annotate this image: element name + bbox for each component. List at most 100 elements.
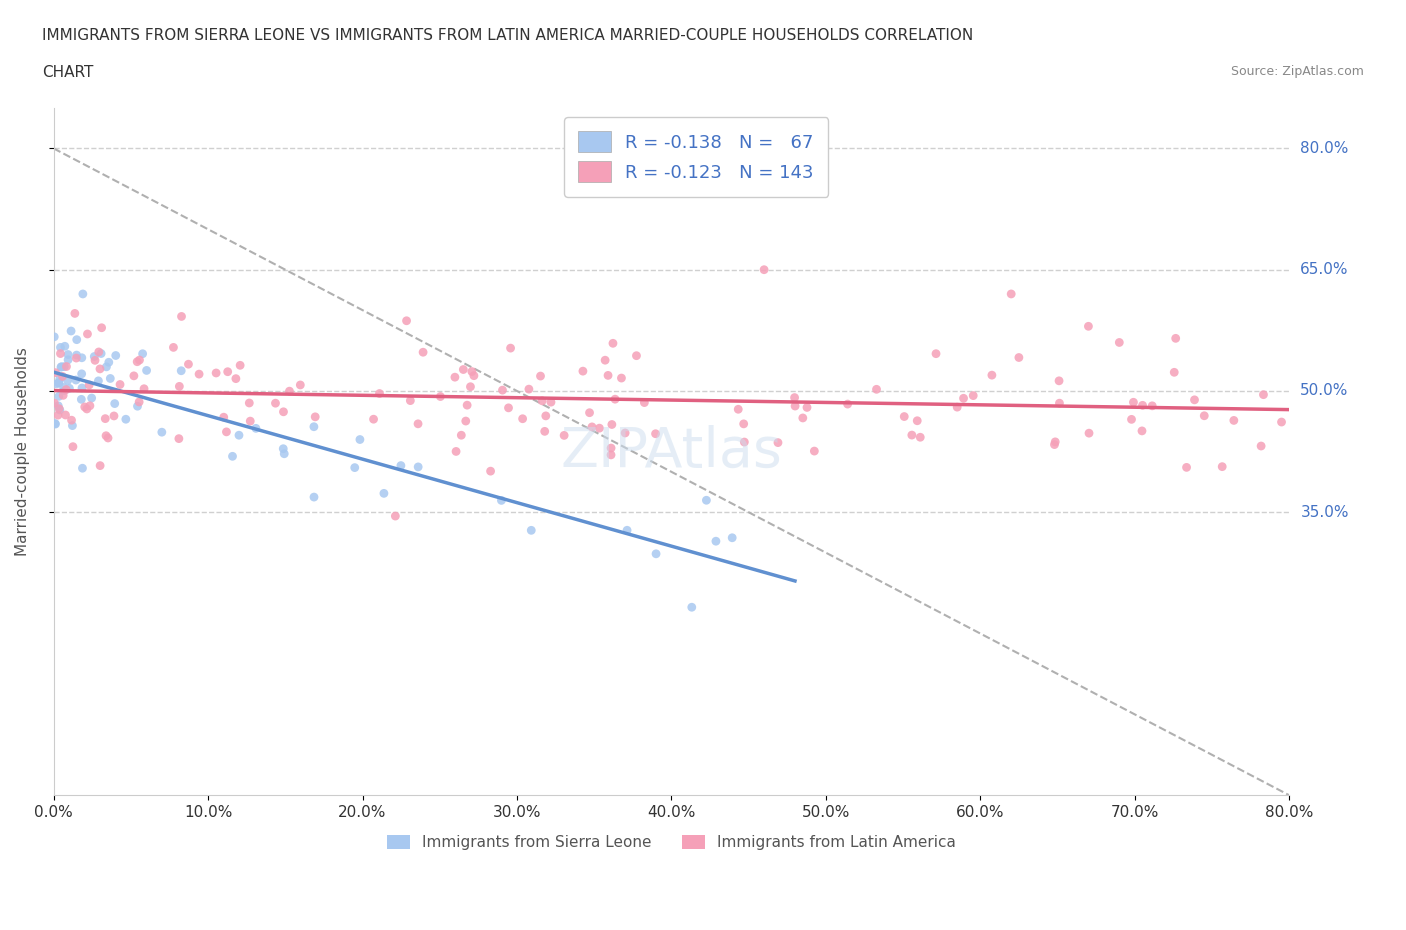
Point	[349, 432, 371, 447]
Point	[58, 381, 80, 396]
Point	[865, 382, 887, 397]
Point	[517, 381, 540, 396]
Point	[1132, 398, 1154, 413]
Point	[73, 400, 96, 415]
Point	[1163, 365, 1185, 379]
Point	[512, 411, 534, 426]
Point	[97, 355, 120, 370]
Point	[406, 459, 429, 474]
Point	[792, 410, 814, 425]
Point	[131, 346, 153, 361]
Point	[304, 409, 326, 424]
Point	[614, 426, 637, 441]
Point	[395, 313, 418, 328]
Point	[534, 408, 557, 423]
Point	[925, 346, 948, 361]
Point	[177, 357, 200, 372]
Point	[278, 384, 301, 399]
Point	[89, 362, 111, 377]
Point	[389, 458, 412, 473]
Point	[90, 320, 112, 335]
Point	[1122, 395, 1144, 410]
Point	[444, 370, 467, 385]
Text: IMMIGRANTS FROM SIERRA LEONE VS IMMIGRANTS FROM LATIN AMERICA MARRIED-COUPLE HOU: IMMIGRANTS FROM SIERRA LEONE VS IMMIGRAN…	[42, 28, 973, 43]
Point	[498, 401, 520, 416]
Point	[53, 359, 76, 374]
Point	[167, 432, 190, 446]
Point	[76, 326, 98, 341]
Point	[44, 416, 66, 431]
Point	[94, 429, 117, 444]
Point	[596, 368, 619, 383]
Point	[65, 348, 87, 363]
Point	[66, 332, 89, 347]
Point	[1270, 415, 1292, 430]
Point	[128, 394, 150, 409]
Point	[55, 359, 77, 374]
Point	[53, 339, 76, 353]
Point	[727, 402, 749, 417]
Point	[1250, 439, 1272, 454]
Point	[56, 352, 79, 367]
Point	[529, 368, 551, 383]
Point	[62, 439, 84, 454]
Text: CHART: CHART	[42, 65, 94, 80]
Point	[127, 399, 149, 414]
Point	[454, 414, 477, 429]
Point	[55, 382, 77, 397]
Point	[170, 309, 193, 324]
Point	[44, 417, 66, 432]
Point	[1049, 396, 1071, 411]
Point	[52, 388, 75, 403]
Point	[49, 340, 72, 355]
Point	[221, 449, 243, 464]
Point	[1184, 392, 1206, 407]
Text: 35.0%: 35.0%	[1301, 505, 1348, 520]
Point	[893, 409, 915, 424]
Point	[90, 346, 112, 361]
Text: 65.0%: 65.0%	[1301, 262, 1348, 277]
Point	[1108, 335, 1130, 350]
Point	[453, 362, 475, 377]
Point	[1077, 319, 1099, 334]
Point	[785, 399, 807, 414]
Point	[127, 354, 149, 369]
Point	[1223, 413, 1246, 428]
Point	[225, 371, 247, 386]
Point	[89, 458, 111, 473]
Point	[905, 413, 928, 428]
Point	[626, 348, 648, 363]
Point	[169, 379, 191, 393]
Point	[79, 398, 101, 413]
Point	[49, 403, 72, 418]
Point	[128, 352, 150, 367]
Point	[104, 396, 127, 411]
Point	[56, 373, 79, 388]
Legend: Immigrants from Sierra Leone, Immigrants from Latin America: Immigrants from Sierra Leone, Immigrants…	[381, 829, 962, 857]
Point	[48, 376, 70, 391]
Point	[479, 464, 502, 479]
Point	[602, 336, 624, 351]
Point	[45, 365, 67, 380]
Point	[704, 534, 727, 549]
Point	[962, 388, 984, 403]
Point	[1045, 434, 1067, 449]
Point	[1253, 387, 1275, 402]
Point	[1008, 350, 1031, 365]
Point	[45, 377, 67, 392]
Y-axis label: Married-couple Households: Married-couple Households	[15, 347, 30, 556]
Point	[273, 405, 295, 419]
Point	[581, 419, 603, 434]
Point	[444, 444, 467, 458]
Point	[1164, 331, 1187, 346]
Point	[65, 351, 87, 365]
Point	[1078, 426, 1101, 441]
Point	[412, 345, 434, 360]
Point	[239, 414, 262, 429]
Point	[80, 391, 103, 405]
Point	[103, 408, 125, 423]
Point	[783, 391, 806, 405]
Point	[456, 398, 478, 413]
Point	[52, 380, 75, 395]
Point	[1043, 437, 1066, 452]
